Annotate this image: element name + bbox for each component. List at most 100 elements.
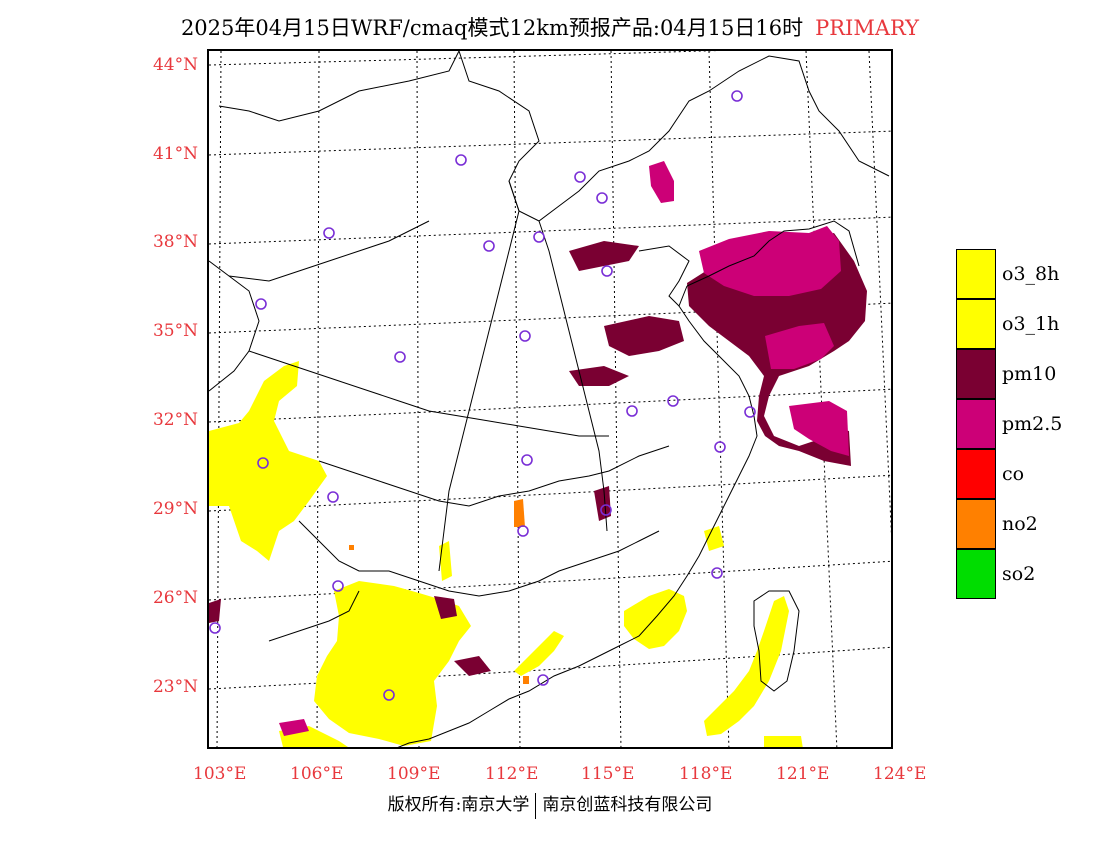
lat-line-29 (209, 474, 891, 512)
boundary-central (248, 350, 609, 437)
pm10-area-jiangxi (594, 486, 611, 521)
station-marker (667, 395, 679, 407)
pm10-area-west-edge (209, 599, 221, 623)
copyright-footer: 版权所有:南京大学 南京创蓝科技有限公司 (0, 790, 1100, 819)
boundary-northeast (458, 51, 890, 222)
o3-area-south-east (764, 736, 803, 747)
lat-line-38 (209, 216, 891, 245)
lon-line-118 (708, 51, 730, 747)
lat-line-44 (209, 51, 719, 66)
boundary-meridional (438, 180, 520, 572)
lon-label-109: 109°E (387, 764, 441, 784)
o3-area-guangdong (514, 631, 564, 676)
map-panel[interactable] (207, 49, 893, 749)
copyright-left: 版权所有:南京大学 (387, 795, 530, 815)
legend-label: o3_1h (1002, 313, 1060, 335)
pm25-area-bohai (649, 161, 674, 203)
boundary-yunnan (268, 590, 360, 642)
station-marker (626, 405, 638, 417)
legend-swatch (956, 449, 996, 499)
boundary-south-central (318, 445, 670, 507)
boundary-meridional-east (538, 220, 608, 532)
lat-line-32 (209, 388, 891, 423)
pm25-area-southwest (279, 719, 309, 736)
lon-label-118: 118°E (679, 764, 733, 784)
station-marker (483, 240, 495, 252)
lon-label-106: 106°E (290, 764, 344, 784)
lon-line-109 (416, 51, 420, 747)
lat-label-32: 32°N (152, 410, 198, 430)
lat-label-44: 44°N (152, 55, 198, 75)
station-marker (257, 457, 269, 469)
pm25-area-jiangsu (765, 323, 834, 369)
station-marker (394, 351, 406, 363)
primary-pollutant-areas (209, 161, 867, 747)
station-marker (537, 674, 549, 686)
station-marker (714, 441, 726, 453)
o3-area-hunan (439, 541, 452, 581)
station-marker (517, 525, 529, 537)
lon-line-103 (216, 51, 222, 747)
no2-area-1 (514, 499, 525, 527)
legend-label: co (1002, 463, 1025, 485)
station-marker (323, 227, 335, 239)
station-marker (574, 171, 586, 183)
legend-swatch (956, 499, 996, 549)
boundaries (209, 51, 890, 747)
legend-label: o3_8h (1002, 263, 1060, 285)
title-tag: PRIMARY (815, 16, 920, 40)
o3-area-zhejiang (704, 526, 724, 551)
pollutant-map (209, 51, 891, 747)
lon-line-124 (868, 51, 891, 536)
boundary-west (209, 260, 260, 392)
legend-swatch (956, 249, 996, 299)
graticule (209, 51, 891, 747)
o3-area-southwest (314, 581, 471, 746)
lon-line-115 (610, 51, 622, 747)
legend-swatch (956, 549, 996, 599)
pm10-area-south (454, 656, 491, 676)
station-marker (601, 265, 613, 277)
pm10-area-guangxi (434, 596, 457, 619)
lon-label-112: 112°E (485, 764, 539, 784)
boundary-gansu (228, 220, 430, 282)
legend-swatch (956, 399, 996, 449)
station-marker (209, 622, 221, 634)
station-marker (383, 689, 395, 701)
lat-label-26: 26°N (152, 588, 198, 608)
lon-line-121 (805, 51, 838, 747)
boundary-south (298, 520, 660, 597)
pm10-area-north-china (569, 241, 639, 271)
pm25-area-yangtze (789, 401, 849, 456)
lon-label-115: 115°E (581, 764, 635, 784)
coast-southeast (397, 305, 758, 747)
station-marker (327, 491, 339, 503)
station-marker (521, 454, 533, 466)
lat-label-29: 29°N (152, 499, 198, 519)
station-markers (209, 90, 756, 701)
station-marker (455, 154, 467, 166)
lon-label-103: 103°E (193, 764, 247, 784)
pm10-area-henan (569, 366, 629, 386)
lat-line-35 (209, 302, 891, 334)
no2-area-3 (349, 545, 354, 550)
o3-area-taiwan-strait (704, 596, 789, 736)
station-marker (533, 231, 545, 243)
boundary-north (218, 51, 460, 122)
lon-label-124: 124°E (873, 764, 927, 784)
taiwan-outline (753, 590, 800, 692)
station-marker (744, 406, 756, 418)
lat-label-41: 41°N (152, 144, 198, 164)
station-marker (596, 192, 608, 204)
pm25-area-shandong (699, 226, 841, 296)
legend-swatch (956, 349, 996, 399)
legend-label: so2 (1002, 563, 1036, 585)
pm10-area-central (604, 316, 684, 356)
copyright-right: 南京创蓝科技有限公司 (542, 795, 713, 815)
o3-area-fujian (624, 589, 687, 649)
legend-label: pm10 (1002, 363, 1057, 385)
legend-label: no2 (1002, 513, 1038, 535)
lat-label-35: 35°N (152, 321, 198, 341)
lat-line-26 (209, 560, 891, 601)
title-main: 2025年04月15日WRF/cmaq模式12km预报产品:04月15日16时 (180, 16, 804, 40)
